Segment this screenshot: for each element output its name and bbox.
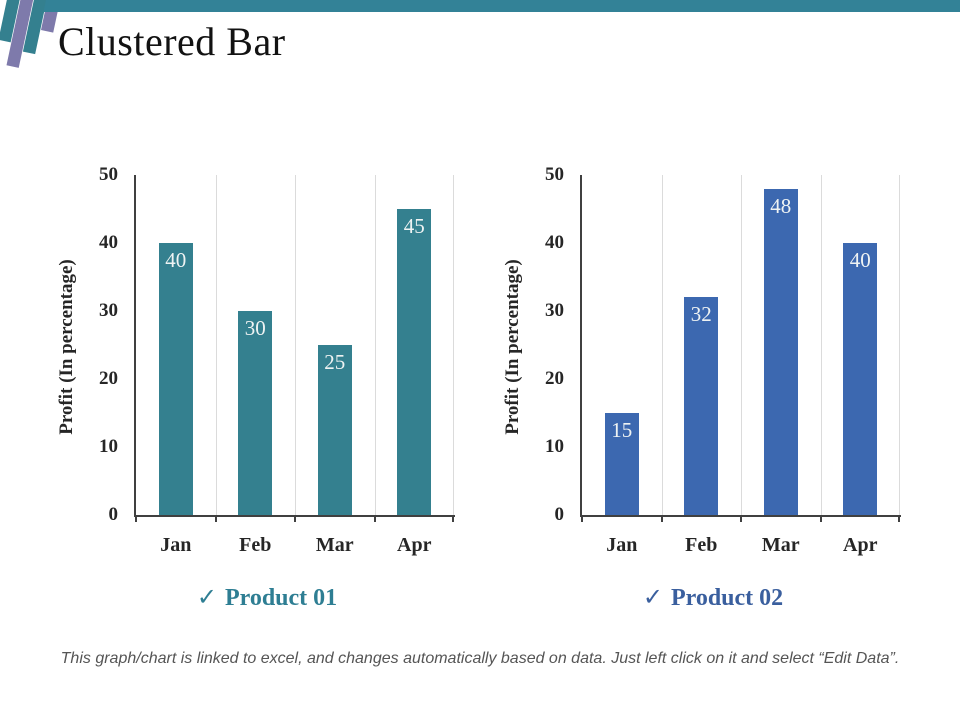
x-axis-tickmark (581, 517, 583, 522)
chart-product-01[interactable]: Profit (In percentage) 0 10 20 30 40 50 40 30 2… (50, 164, 460, 625)
y-tick-label: 40 (99, 232, 118, 253)
bar-value-label: 48 (770, 193, 792, 218)
x-axis-tickmark (452, 517, 454, 522)
y-tick-label: 10 (99, 436, 118, 457)
bar-Jan[interactable]: 40 (158, 243, 193, 515)
x-category-label: Jan (606, 534, 638, 556)
x-axis-line (580, 515, 901, 517)
corner-decoration (0, 0, 960, 68)
x-axis-tickmark (898, 517, 900, 522)
x-axis-tickmark (819, 517, 822, 522)
top-band (43, 0, 960, 12)
diagonal-stripe-teal-2 (22, 0, 49, 55)
x-category-label: Mar (761, 534, 800, 556)
gridline (899, 175, 900, 515)
checkmark-icon: ✓ (196, 585, 217, 611)
x-category-label: Apr (397, 534, 432, 556)
bar-value-label: 25 (324, 350, 346, 374)
x-axis-tickmark (740, 517, 742, 522)
y-tick-label: 0 (108, 504, 119, 525)
y-tick-label: 50 (545, 164, 564, 185)
legend[interactable]: ✓ Product 01 (62, 583, 472, 613)
bar-value-label: 15 (611, 418, 633, 442)
y-axis-title: Profit (In percentage) (502, 259, 523, 435)
x-axis-tickmark (660, 517, 663, 522)
gridline (661, 175, 663, 515)
bar-value-label: 32 (690, 302, 712, 327)
y-tick-label: 30 (99, 300, 118, 321)
gridline (820, 175, 822, 515)
gridline (215, 175, 217, 515)
x-category-label: Apr (843, 534, 878, 556)
y-tick-label: 30 (545, 300, 564, 321)
x-category-label: Feb (239, 534, 272, 556)
bar-Apr[interactable]: 40 (843, 243, 878, 515)
x-axis-line (134, 515, 455, 517)
bar-Apr[interactable]: 45 (397, 209, 432, 515)
diagonal-stripe-teal-1 (0, 0, 22, 43)
gridline (374, 175, 376, 515)
x-axis-tickmark (135, 517, 137, 522)
y-axis-line (580, 175, 582, 516)
gridline (295, 175, 296, 515)
bar-Feb[interactable]: 32 (684, 297, 719, 515)
x-category-label: Feb (685, 534, 718, 556)
y-tick-label: 40 (545, 232, 564, 253)
legend[interactable]: ✓ Product 02 (508, 583, 918, 613)
y-tick-label: 50 (99, 164, 118, 185)
y-tick-label: 0 (554, 504, 565, 525)
bar-value-label: 40 (165, 248, 187, 272)
bar-value-label: 30 (244, 316, 266, 340)
bar-Mar[interactable]: 25 (317, 345, 352, 515)
y-axis-line (134, 175, 136, 516)
x-axis-tickmark (373, 517, 376, 522)
gridline (453, 175, 454, 515)
y-tick-label: 20 (99, 368, 118, 389)
page-title: Clustered Bar (58, 19, 286, 64)
bar-Jan[interactable]: 15 (604, 413, 639, 515)
plot-area[interactable]: 40 30 25 45 (136, 175, 454, 515)
bar-value-label: 40 (849, 248, 871, 272)
plot-area[interactable]: 15 32 48 40 (582, 175, 900, 515)
footer-note: This graph/chart is linked to excel, and… (60, 650, 900, 667)
y-axis-title: Profit (In percentage) (56, 259, 77, 435)
diagonal-stripe-purple-1 (6, 0, 36, 68)
chart-product-02[interactable]: Profit (In percentage) 0 10 20 30 40 50 15 32 4… (496, 164, 906, 625)
y-tick-label: 20 (545, 368, 564, 389)
x-category-label: Mar (315, 534, 354, 556)
bar-Feb[interactable]: 30 (238, 311, 273, 515)
bar-Mar[interactable]: 48 (763, 188, 798, 515)
legend-label: Product 02 (670, 585, 784, 611)
checkmark-icon: ✓ (642, 585, 663, 611)
bar-value-label: 45 (403, 214, 425, 238)
gridline (741, 175, 742, 515)
x-category-label: Jan (160, 534, 192, 556)
legend-label: Product 01 (224, 585, 338, 611)
x-axis-tickmark (214, 517, 217, 522)
x-axis-tickmark (294, 517, 296, 522)
y-tick-label: 10 (545, 436, 564, 457)
